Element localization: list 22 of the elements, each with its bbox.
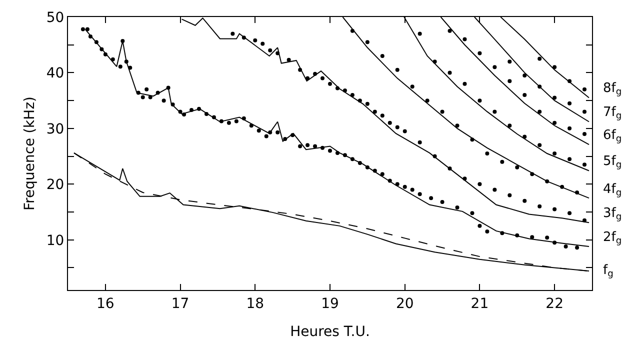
text: 6f$_{g}$ xyxy=(603,128,622,145)
x-tick-label: 22 xyxy=(546,296,564,312)
y-axis-title: Frequence (kHz) xyxy=(22,96,38,211)
x-tick-label: 17 xyxy=(171,296,190,312)
x-tick-label: 20 xyxy=(396,296,414,312)
x-tick-label: 21 xyxy=(470,296,489,312)
y-tick-label: 10 xyxy=(46,232,64,249)
x-tick-label: 19 xyxy=(321,296,339,312)
y-tick-label: 30 xyxy=(46,121,64,138)
text: 2f$_{g}$ xyxy=(603,230,622,247)
x-tick-label: 16 xyxy=(96,296,114,312)
y-tick-label: 50 xyxy=(46,10,64,26)
y-tick-label: 40 xyxy=(46,66,64,82)
y-tick-label: 20 xyxy=(46,177,64,194)
text: f$_{g}$ xyxy=(603,263,614,280)
text: 5f$_{g}$ xyxy=(603,154,622,171)
x-axis-title: Heures T.U. xyxy=(290,324,370,340)
text: 3f$_{g}$ xyxy=(603,206,622,223)
x-tick-label: 18 xyxy=(246,296,264,312)
text: 4f$_{g}$ xyxy=(603,182,622,199)
text: 8f$_{g}$ xyxy=(603,81,622,98)
text: 7f$_{g}$ xyxy=(603,105,622,122)
